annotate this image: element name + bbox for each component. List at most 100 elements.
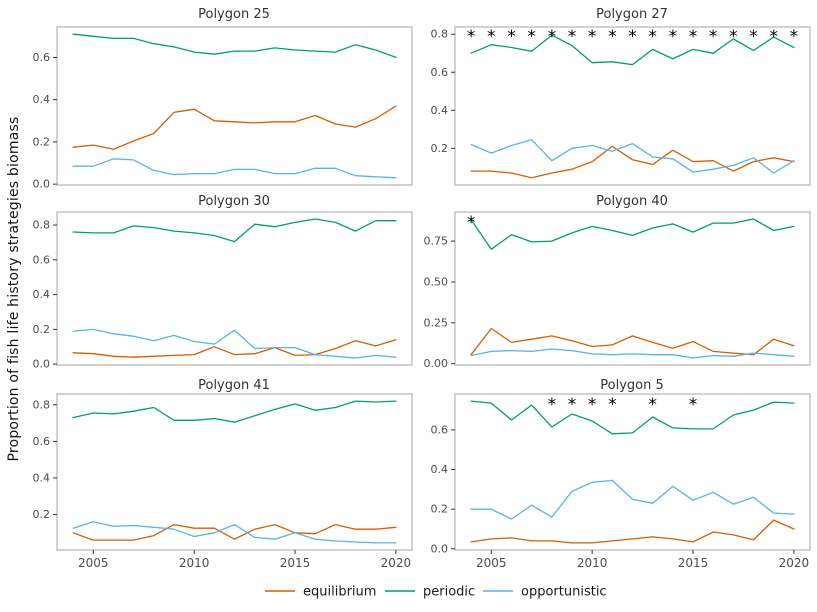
series-line-opportunistic xyxy=(72,521,397,544)
facet-title-polygon-30: Polygon 30 xyxy=(198,194,270,209)
panel-border xyxy=(56,26,413,186)
y-tick-label: 0.4 xyxy=(33,471,51,484)
significance-star: * xyxy=(608,395,617,415)
significance-star: * xyxy=(790,27,799,47)
significance-star: * xyxy=(608,27,617,47)
significance-star: * xyxy=(487,27,496,47)
significance-star: * xyxy=(568,395,577,415)
y-tick-label: 0.6 xyxy=(33,51,51,64)
panel-border xyxy=(454,26,811,186)
panel-border xyxy=(454,393,811,551)
series-line-periodic xyxy=(72,400,397,423)
y-tick-label: 0.25 xyxy=(424,316,449,329)
facet-polygon-30: 0.0 0.2 0.4 0.6 0.8 xyxy=(33,211,413,371)
significance-star: * xyxy=(588,395,597,415)
x-tick-label: 2010 xyxy=(179,556,210,570)
panel-border xyxy=(56,211,413,366)
legend-label-equilibrium: equilibrium xyxy=(303,585,376,600)
y-tick-label: 0.0 xyxy=(431,542,449,555)
series-line-periodic xyxy=(72,218,397,243)
facet-title-polygon-41: Polygon 41 xyxy=(198,378,270,393)
y-tick-label: 0.2 xyxy=(33,323,51,336)
series-line-equilibrium xyxy=(470,145,795,179)
legend: equilibrium periodic opportunistic xyxy=(265,585,607,600)
facet-polygon-5: 0.0 0.2 0.4 0.6 2005 2010 2015 2020 * * * * * * xyxy=(431,393,811,570)
y-tick-label: 0.4 xyxy=(33,288,51,301)
significance-star: * xyxy=(749,27,758,47)
series-line-equilibrium xyxy=(470,327,795,356)
series-line-equilibrium xyxy=(72,339,397,358)
significance-star: * xyxy=(568,27,577,47)
y-tick-label: 0.0 xyxy=(33,358,51,371)
significance-star: * xyxy=(769,27,778,47)
series-line-opportunistic xyxy=(470,479,795,520)
significance-star: * xyxy=(648,27,657,47)
y-tick-label: 0.4 xyxy=(431,463,449,476)
significance-star: * xyxy=(548,27,557,47)
x-tick-label: 2010 xyxy=(577,556,608,570)
y-tick-label: 0.4 xyxy=(33,93,51,106)
y-tick-label: 0.6 xyxy=(431,66,449,79)
series-line-equilibrium xyxy=(72,523,397,541)
facet-polygon-40: 0.00 0.25 0.50 0.75 * xyxy=(424,211,811,370)
legend-label-periodic: periodic xyxy=(423,585,475,600)
y-tick-label: 0.2 xyxy=(33,135,51,148)
series-line-equilibrium xyxy=(470,519,795,544)
y-tick-label: 0.8 xyxy=(33,398,51,411)
significance-star: * xyxy=(689,395,698,415)
facet-title-polygon-5: Polygon 5 xyxy=(600,378,663,393)
y-tick-label: 0.00 xyxy=(424,357,449,370)
x-tick-label: 2015 xyxy=(678,556,709,570)
significance-star: * xyxy=(467,213,476,233)
series-line-periodic xyxy=(72,33,397,59)
y-tick-label: 0.2 xyxy=(33,508,51,521)
y-tick-label: 0.8 xyxy=(33,219,51,232)
significance-star: * xyxy=(689,27,698,47)
y-tick-label: 0.0 xyxy=(33,178,51,191)
significance-star: * xyxy=(709,27,718,47)
series-line-opportunistic xyxy=(470,139,795,174)
panel-border xyxy=(454,211,811,366)
facet-polygon-27: 0.2 0.4 0.6 0.8 * * * * * * * * * * * * * * * * * xyxy=(431,26,811,186)
series-line-opportunistic xyxy=(470,348,795,359)
facet-polygon-41: 0.2 0.4 0.6 0.8 2005 2010 2015 2020 xyxy=(33,393,413,570)
series-line-opportunistic xyxy=(72,158,397,179)
significance-star: * xyxy=(548,395,557,415)
significance-star: * xyxy=(467,27,476,47)
y-tick-label: 0.50 xyxy=(424,275,449,288)
series-line-equilibrium xyxy=(72,105,397,150)
y-tick-label: 0.2 xyxy=(431,503,449,516)
x-tick-label: 2005 xyxy=(476,556,507,570)
x-tick-label: 2020 xyxy=(779,556,810,570)
panel-border xyxy=(56,393,413,551)
y-tick-label: 0.4 xyxy=(431,104,449,117)
y-tick-label: 0.8 xyxy=(431,28,449,41)
series-line-periodic xyxy=(470,400,795,435)
y-tick-label: 0.6 xyxy=(33,435,51,448)
y-tick-label: 0.6 xyxy=(431,423,449,436)
x-tick-label: 2005 xyxy=(78,556,109,570)
y-tick-label: 0.2 xyxy=(431,142,449,155)
series-line-opportunistic xyxy=(72,328,397,359)
facet-polygon-25: 0.0 0.2 0.4 0.6 xyxy=(33,26,413,191)
significance-star: * xyxy=(669,27,678,47)
y-tick-label: 0.6 xyxy=(33,253,51,266)
significance-star: * xyxy=(628,27,637,47)
facet-panels: 0.0 0.2 0.4 0.6 0.2 0.4 0.6 0.8 * * * * * * * * * * * * * * * *… xyxy=(33,26,811,570)
significance-star: * xyxy=(729,27,738,47)
significance-star: * xyxy=(507,27,516,47)
series-line-periodic xyxy=(470,218,795,250)
facet-title-polygon-25: Polygon 25 xyxy=(198,7,270,22)
x-tick-label: 2020 xyxy=(381,556,412,570)
facet-title-polygon-27: Polygon 27 xyxy=(596,7,668,22)
series-line-periodic xyxy=(470,34,795,66)
legend-label-opportunistic: opportunistic xyxy=(521,585,607,600)
significance-star: * xyxy=(588,27,597,47)
significance-star: * xyxy=(648,395,657,415)
x-tick-label: 2015 xyxy=(280,556,311,570)
facet-title-polygon-40: Polygon 40 xyxy=(596,194,668,209)
y-tick-label: 0.75 xyxy=(424,235,449,248)
significance-star: * xyxy=(527,27,536,47)
